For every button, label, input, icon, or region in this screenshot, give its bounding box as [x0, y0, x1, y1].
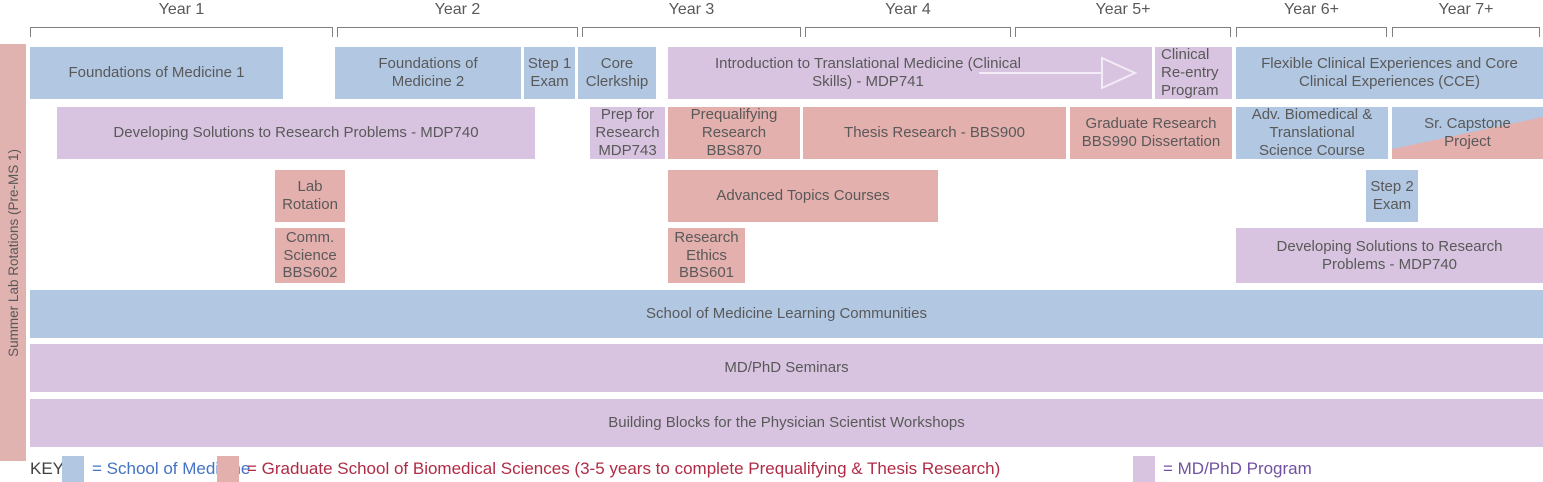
- graduate-school-swatch: [217, 456, 239, 482]
- block-developing-solutions-mdp740: Developing Solutions to Research Problem…: [57, 107, 535, 159]
- year-bracket: [30, 27, 333, 37]
- block-advanced-topics-courses: Advanced Topics Courses: [668, 170, 938, 222]
- year-label: Year 1: [158, 1, 205, 18]
- block-learning-communities: School of Medicine Learning Communities: [30, 290, 1543, 338]
- block-research-ethics-bbs601: Research Ethics BBS601: [668, 228, 745, 283]
- block-developing-solutions-mdp740-late: Developing Solutions to Research Problem…: [1236, 228, 1543, 283]
- year-label: Year 2: [434, 1, 481, 18]
- block-sr-capstone-project: Sr. Capstone Project: [1392, 107, 1543, 159]
- mdphd-program-swatch: [1133, 456, 1155, 482]
- legend-title: KEY: [30, 459, 65, 478]
- year-label: Year 7+: [1438, 1, 1494, 18]
- block-foundations-of-medicine-1: Foundations of Medicine 1: [30, 47, 283, 99]
- block-lab-rotation: Lab Rotation: [275, 170, 345, 222]
- year-bracket: [1015, 27, 1231, 37]
- legend-school-of-medicine: = School of Medicine: [62, 456, 250, 482]
- block-foundations-of-medicine-2: Foundations of Medicine 2: [335, 47, 521, 99]
- block-graduate-research-bbs990: Graduate Research BBS990 Dissertation: [1070, 107, 1232, 159]
- block-prequalifying-research-bbs870: Prequalifying Research BBS870: [668, 106, 800, 159]
- year-label: Year 6+: [1283, 1, 1339, 18]
- right-arrow-icon: [979, 56, 1138, 90]
- summer-lab-rotations-label: Summer Lab Rotations (Pre-MS 1): [5, 148, 21, 357]
- block-core-clerkship: Core Clerkship: [578, 47, 656, 99]
- legend-mdphd-program: = MD/PhD Program: [1133, 456, 1312, 482]
- year-label: Year 4: [885, 1, 931, 18]
- year-label: Year 5+: [1095, 1, 1151, 18]
- school-of-medicine-swatch: [62, 456, 84, 482]
- block-step-1-exam: Step 1 Exam: [524, 47, 575, 99]
- block-mdphd-seminars: MD/PhD Seminars: [30, 344, 1543, 392]
- year-bracket: [1236, 27, 1387, 37]
- summer-lab-rotations-strip: Summer Lab Rotations (Pre-MS 1): [0, 44, 26, 461]
- year-bracket: [1392, 27, 1540, 37]
- block-clinical-reentry-program: Clinical Re-entry Program: [1155, 46, 1232, 99]
- block-prep-for-research-mdp743: Prep for Research MDP743: [590, 106, 665, 159]
- legend-graduate-school: = Graduate School of Biomedical Sciences…: [217, 456, 1000, 482]
- block-building-blocks-workshops: Building Blocks for the Physician Scient…: [30, 399, 1543, 447]
- year-bracket: [337, 27, 578, 37]
- block-thesis-research-bbs900: Thesis Research - BBS900: [803, 107, 1066, 159]
- block-intro-translational-medicine-mdp741: Introduction to Translational Medicine (…: [668, 47, 1152, 99]
- block-comm-science-bbs602: Comm. Science BBS602: [275, 228, 345, 283]
- block-adv-biomedical-translational-science: Adv. Biomedical & Translational Science …: [1236, 106, 1388, 159]
- block-step-2-exam: Step 2 Exam: [1366, 170, 1418, 222]
- year-label: Year 3: [668, 1, 715, 18]
- year-bracket: [805, 27, 1011, 37]
- block-flexible-core-clinical-experiences: Flexible Clinical Experiences and Core C…: [1236, 47, 1543, 99]
- year-bracket: [582, 27, 801, 37]
